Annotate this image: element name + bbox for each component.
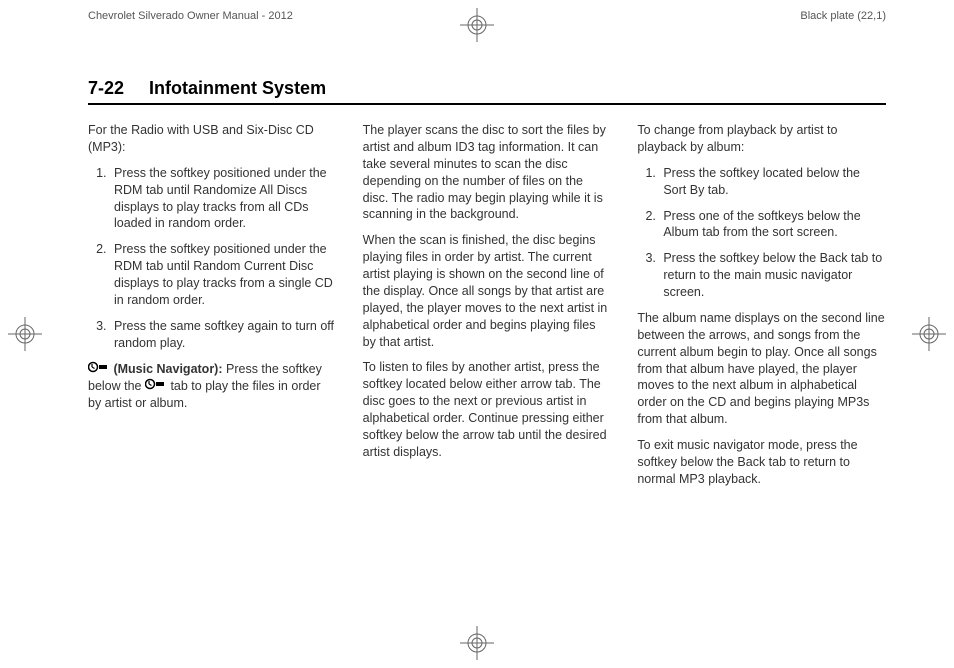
col2-p1: The player scans the disc to sort the fi… [363,122,612,223]
column-3: To change from playback by artist to pla… [637,122,886,608]
registration-mark-top [460,8,494,42]
list-item: Press the softkey positioned under the R… [110,241,337,309]
col2-p2: When the scan is finished, the disc begi… [363,232,612,350]
manual-title: Chevrolet Silverado Owner Manual - 2012 [88,10,293,22]
col3-list: Press the softkey located below the Sort… [637,165,886,301]
section-title: Infotainment System [149,78,326,98]
page-header: 7-22 Infotainment System [88,78,886,105]
list-item: Press the softkey positioned under the R… [110,165,337,233]
music-navigator-icon [145,378,165,395]
plate-label: Black plate (22,1) [800,10,886,22]
column-1: For the Radio with USB and Six-Disc CD (… [88,122,337,608]
registration-mark-right [912,317,946,351]
registration-mark-left [8,317,42,351]
registration-mark-bottom [460,626,494,660]
col2-p3: To listen to files by another artist, pr… [363,359,612,460]
col1-navigator: (Music Navigator): Press the softkey bel… [88,361,337,412]
col3-p2: To exit music navigator mode, press the … [637,437,886,488]
col3-intro: To change from playback by artist to pla… [637,122,886,156]
list-item: Press one of the softkeys below the Albu… [659,208,886,242]
column-2: The player scans the disc to sort the fi… [363,122,612,608]
content-area: For the Radio with USB and Six-Disc CD (… [88,122,886,608]
col1-list: Press the softkey positioned under the R… [88,165,337,352]
col1-intro: For the Radio with USB and Six-Disc CD (… [88,122,337,156]
list-item: Press the softkey located below the Sort… [659,165,886,199]
col3-p1: The album name displays on the second li… [637,310,886,428]
list-item: Press the same softkey again to turn off… [110,318,337,352]
nav-label: (Music Navigator): [110,362,223,376]
music-navigator-icon [88,361,108,378]
list-item: Press the softkey below the Back tab to … [659,250,886,301]
page-number: 7-22 [88,78,124,98]
